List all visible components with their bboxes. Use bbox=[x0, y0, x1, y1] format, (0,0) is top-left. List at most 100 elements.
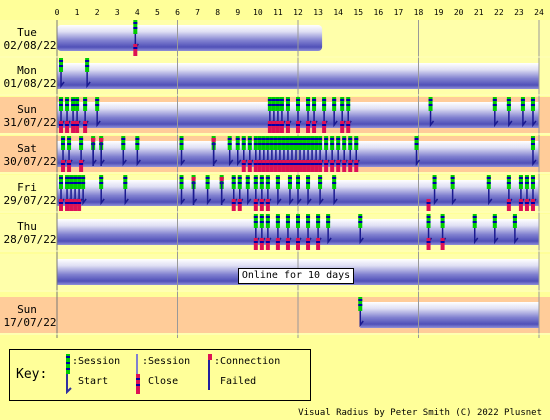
session-close-mark bbox=[231, 199, 236, 211]
session-close-mark bbox=[73, 199, 78, 211]
connection-failed-icon bbox=[208, 354, 212, 390]
session-close-mark bbox=[296, 238, 300, 250]
hour-tick-label: 23 bbox=[514, 8, 524, 17]
row-day-label: Sat bbox=[17, 142, 37, 155]
connection-failed-mark bbox=[99, 138, 104, 166]
hour-tick-label: 20 bbox=[454, 8, 464, 17]
session-close-mark bbox=[241, 160, 246, 172]
connection-failed-mark bbox=[219, 177, 224, 205]
timeline-svg: 0 1 2 3 4 5 6 7 8 9 10 11 12 13 14 15 16 17 18 19 20 21 22 23 24… bbox=[0, 8, 550, 338]
hour-tick-label: 21 bbox=[474, 8, 484, 17]
key-fail-line1: :Connection bbox=[214, 356, 281, 367]
session-close-mark bbox=[269, 160, 274, 172]
hour-tick-label: 12 bbox=[293, 8, 303, 17]
session-start-mark bbox=[85, 58, 91, 89]
hour-tick-label: 5 bbox=[155, 8, 160, 17]
row-date-label: 01/08/22 bbox=[4, 77, 57, 90]
row-day-label: Tue bbox=[17, 26, 37, 39]
session-start-mark bbox=[520, 97, 527, 128]
session-start-mark bbox=[432, 175, 439, 206]
session-close-mark bbox=[322, 121, 327, 133]
session-close-mark bbox=[277, 160, 282, 172]
hour-tick-label: 19 bbox=[434, 8, 444, 17]
session-start-icon bbox=[66, 354, 72, 394]
session-start-mark bbox=[179, 175, 186, 206]
session-start-mark bbox=[506, 97, 513, 128]
session-start-mark bbox=[296, 175, 302, 206]
session-start-mark bbox=[275, 175, 282, 206]
session-close-mark bbox=[340, 121, 345, 133]
row-day-label: Fri bbox=[17, 181, 37, 194]
session-start-mark bbox=[428, 97, 435, 128]
session-start-mark bbox=[99, 175, 105, 206]
session-close-mark bbox=[426, 199, 431, 211]
row-date-label: 28/07/22 bbox=[4, 233, 57, 246]
hour-tick-label: 13 bbox=[313, 8, 323, 17]
row-date-label: 31/07/22 bbox=[4, 116, 57, 129]
session-close-mark bbox=[310, 160, 315, 172]
online-bar bbox=[360, 302, 539, 328]
hour-tick-label: 16 bbox=[374, 8, 384, 17]
credit-text: Visual Radius by Peter Smith (C) 2022 Pl… bbox=[298, 408, 542, 418]
online-bar bbox=[57, 25, 323, 51]
session-close-mark bbox=[237, 199, 242, 211]
hour-tick-label: 15 bbox=[353, 8, 363, 17]
row-day-label: Sun bbox=[17, 103, 37, 116]
session-start-mark bbox=[59, 58, 65, 89]
row-day-label: Thu bbox=[17, 220, 37, 233]
session-close-mark bbox=[261, 160, 266, 172]
key-fail-line2: Failed bbox=[220, 376, 257, 387]
session-start-mark bbox=[306, 175, 312, 206]
session-close-mark bbox=[65, 199, 70, 211]
session-close-mark bbox=[59, 199, 64, 211]
hour-tick-label: 2 bbox=[95, 8, 100, 17]
hour-tick-label: 24 bbox=[534, 8, 544, 17]
session-close-mark bbox=[342, 160, 347, 172]
session-close-mark bbox=[267, 121, 272, 133]
session-start-mark bbox=[205, 175, 212, 206]
session-close-mark bbox=[247, 160, 252, 172]
hour-tick-label: 4 bbox=[135, 8, 140, 17]
session-close-mark bbox=[59, 121, 64, 133]
event-marks bbox=[59, 20, 537, 328]
hour-tick-label: 11 bbox=[273, 8, 283, 17]
connection-failed-mark bbox=[91, 138, 96, 166]
session-start-mark bbox=[135, 136, 141, 167]
session-close-mark bbox=[285, 238, 290, 250]
hour-tick-label: 7 bbox=[195, 8, 200, 17]
session-close-mark bbox=[253, 160, 258, 172]
session-start-mark bbox=[332, 97, 338, 128]
session-close-mark bbox=[302, 160, 307, 172]
session-start-mark bbox=[530, 97, 537, 128]
connection-failed-mark bbox=[191, 177, 196, 205]
session-close-mark bbox=[426, 238, 431, 250]
session-start-mark bbox=[326, 214, 332, 245]
hour-tick-label: 0 bbox=[55, 8, 60, 17]
session-start-mark bbox=[358, 214, 364, 245]
session-close-mark bbox=[271, 121, 276, 133]
session-close-mark bbox=[69, 199, 74, 211]
session-close-mark bbox=[259, 199, 264, 211]
session-start-mark bbox=[81, 175, 87, 206]
session-close-mark bbox=[77, 199, 82, 211]
session-close-mark bbox=[273, 160, 278, 172]
row-day-label: Sun bbox=[17, 303, 37, 316]
session-close-mark bbox=[279, 121, 284, 133]
session-start-mark bbox=[95, 97, 101, 128]
key-close-line1: :Session bbox=[142, 356, 191, 367]
online-banner: Online for 10 days bbox=[238, 268, 354, 284]
session-start-mark bbox=[287, 175, 294, 206]
session-close-mark bbox=[253, 199, 258, 211]
session-start-mark bbox=[450, 175, 457, 206]
session-close-mark bbox=[298, 160, 303, 172]
hour-tick-label: 14 bbox=[333, 8, 343, 17]
row-date-label: 29/07/22 bbox=[4, 194, 57, 207]
session-close-mark bbox=[348, 160, 353, 172]
session-close-mark bbox=[65, 121, 70, 133]
session-close-mark bbox=[133, 44, 138, 56]
session-close-mark bbox=[265, 238, 270, 250]
hour-tick-label: 8 bbox=[215, 8, 220, 17]
session-start-mark bbox=[358, 297, 364, 328]
key-start-line2: Start bbox=[78, 376, 109, 387]
session-close-mark bbox=[306, 121, 311, 133]
